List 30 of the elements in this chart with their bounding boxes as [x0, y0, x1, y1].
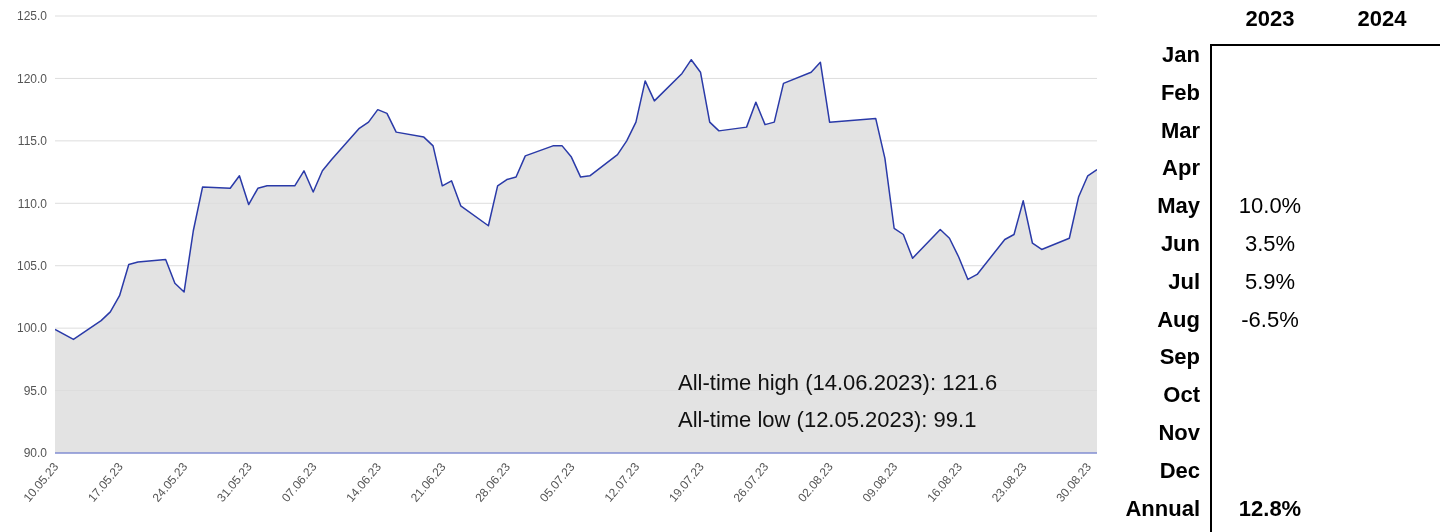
y-tick-label: May [1156, 193, 1200, 220]
y-tick-label: 125.0 [16, 9, 48, 24]
y-tick-label: Annual [1124, 495, 1200, 522]
data-label: -6.5% [1240, 306, 1300, 333]
y-tick-label: Oct [1162, 382, 1200, 409]
x-tick-label: 2023 [1244, 6, 1296, 32]
y-tick-label: Sep [1158, 344, 1200, 371]
y-tick-label: Feb [1159, 79, 1200, 106]
data-label: 3.5% [1243, 231, 1297, 257]
y-tick-label: Jun [1159, 231, 1200, 257]
y-tick-label: Jul [1167, 268, 1200, 295]
y-tick-label: Jan [1161, 42, 1200, 68]
data-label: 5.9% [1243, 268, 1297, 295]
data-label: 10.0% [1237, 193, 1303, 220]
y-tick-label: 110.0 [17, 196, 48, 211]
y-tick-label: 120.0 [16, 71, 48, 86]
x-tick-label: 2024 [1356, 6, 1408, 32]
y-tick-label: Aug [1156, 306, 1200, 333]
y-tick-label: Nov [1157, 420, 1200, 446]
y-tick-label: 115.0 [17, 134, 48, 149]
y-tick-label: Apr [1161, 155, 1200, 182]
y-tick-label: 90.0 [23, 446, 48, 461]
y-tick-label: 95.0 [23, 383, 48, 398]
annotation: All-time high (14.06.2023): 121.6 [678, 370, 998, 396]
data-label: 12.8% [1237, 495, 1303, 522]
annotation: All-time low (12.05.2023): 99.1 [678, 407, 977, 433]
y-tick-label: Mar [1159, 117, 1200, 144]
y-tick-label: 100.0 [16, 321, 48, 336]
y-tick-label: Dec [1158, 457, 1200, 484]
y-tick-label: 105.0 [16, 258, 48, 273]
